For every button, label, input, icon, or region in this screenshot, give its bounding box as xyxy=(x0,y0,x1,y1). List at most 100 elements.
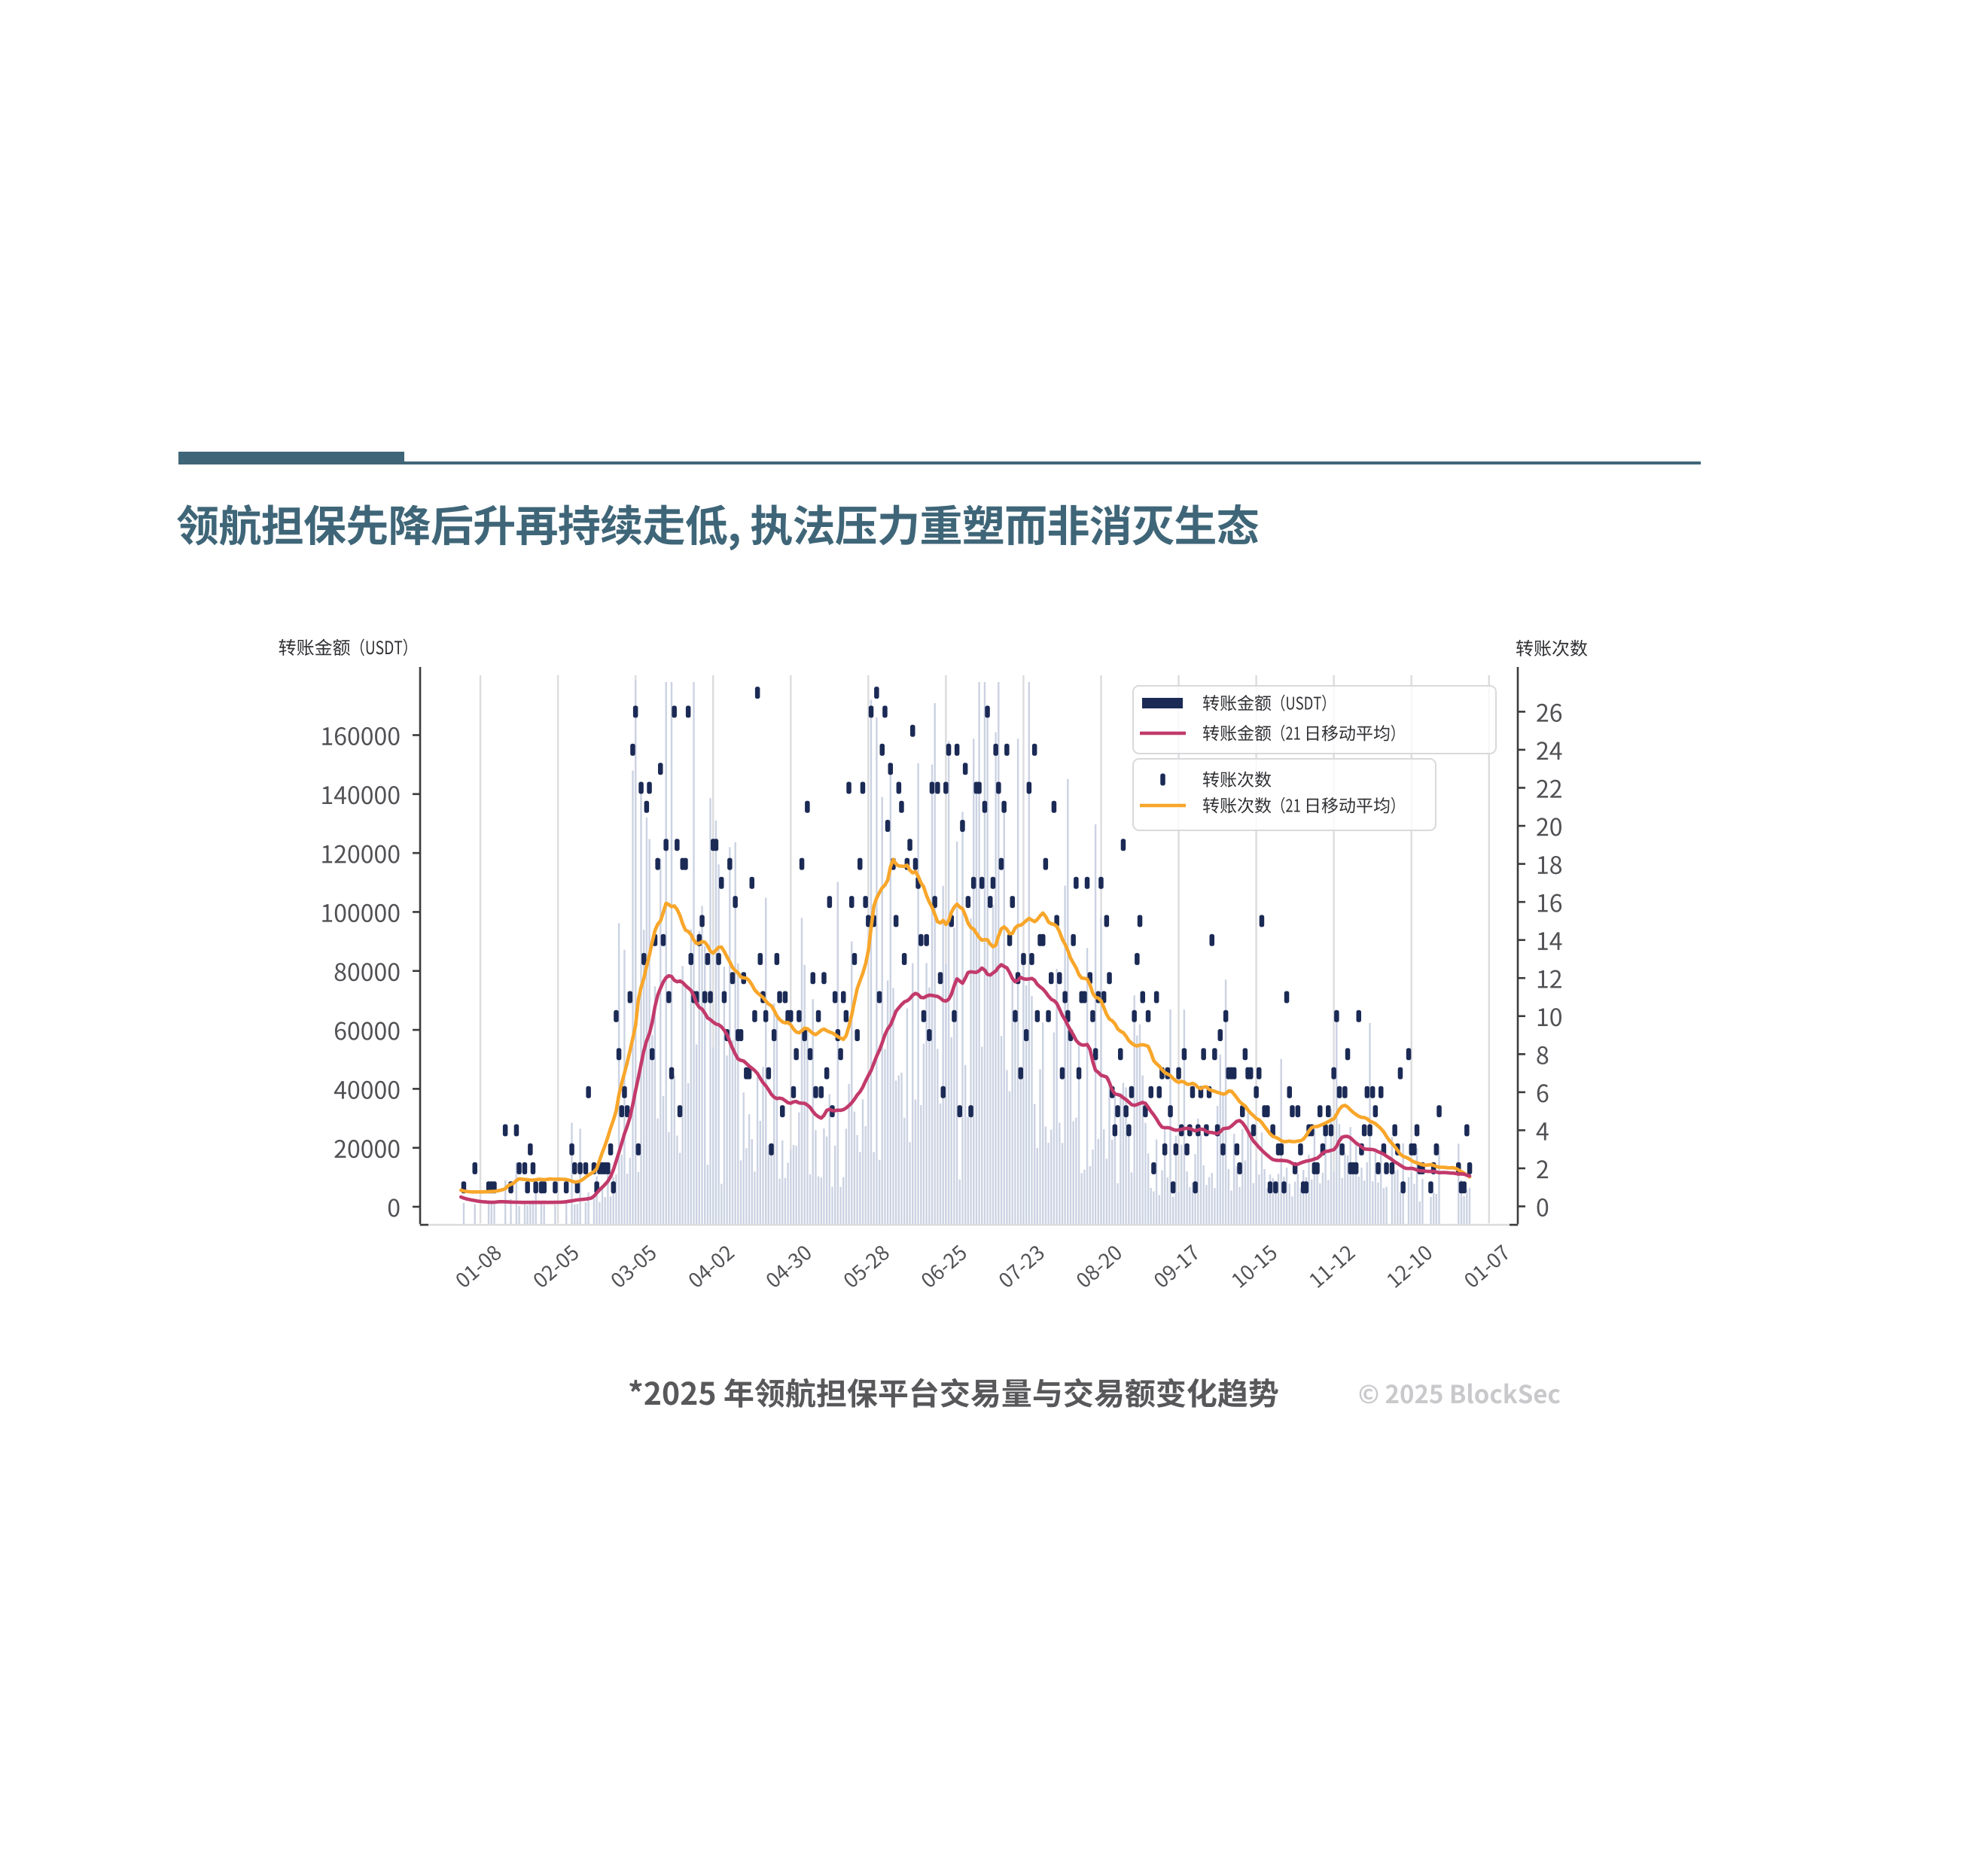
count-marker xyxy=(998,857,1004,870)
glyph xyxy=(361,1022,373,1040)
bar xyxy=(1413,1183,1415,1225)
glyph xyxy=(1132,506,1174,546)
bar xyxy=(620,1154,623,1225)
glyph xyxy=(970,1379,999,1408)
glyph xyxy=(1516,639,1534,656)
glyph xyxy=(940,1378,970,1408)
count-marker xyxy=(821,972,827,985)
count-marker xyxy=(1007,933,1013,946)
glyph xyxy=(1537,1198,1549,1217)
bar xyxy=(1036,1148,1038,1225)
count-marker xyxy=(794,1048,799,1061)
bar xyxy=(1075,1117,1077,1225)
y-tick-label xyxy=(1537,742,1562,760)
glyph xyxy=(1550,1008,1561,1027)
x-tick-label xyxy=(687,1244,736,1289)
bar xyxy=(836,882,839,1225)
glyph xyxy=(1550,970,1561,988)
count-marker xyxy=(1084,876,1090,889)
bar xyxy=(690,929,692,1225)
bar xyxy=(1288,1183,1290,1225)
y-tick-label xyxy=(1537,894,1562,912)
bar xyxy=(493,1202,495,1225)
legend-swatch-count-marker xyxy=(1160,773,1165,786)
bar xyxy=(1263,1169,1266,1225)
glyph xyxy=(751,504,792,546)
glyph xyxy=(1570,639,1588,656)
bar xyxy=(1077,1042,1080,1225)
bar xyxy=(1161,1170,1163,1225)
bar xyxy=(787,1162,789,1225)
count-marker xyxy=(1018,1067,1023,1080)
count-marker xyxy=(1295,1105,1301,1118)
bar xyxy=(695,1044,698,1225)
count-marker xyxy=(641,952,647,965)
count-marker xyxy=(614,1010,619,1022)
bar xyxy=(1336,1015,1338,1225)
count-marker xyxy=(899,800,904,813)
bar xyxy=(1354,1142,1357,1225)
bar xyxy=(704,946,706,1225)
bar xyxy=(876,717,878,1225)
bar xyxy=(759,1120,761,1225)
bar xyxy=(1466,1189,1468,1225)
bar xyxy=(1463,1195,1465,1225)
bar xyxy=(1108,1077,1110,1225)
bar xyxy=(1305,1177,1308,1225)
bar xyxy=(1172,1196,1174,1225)
bar xyxy=(1275,1186,1277,1225)
glyph xyxy=(532,1271,550,1289)
bar xyxy=(961,812,964,1225)
glyph xyxy=(685,504,727,546)
glyph xyxy=(485,1244,503,1262)
glyph xyxy=(873,1244,891,1262)
count-marker xyxy=(746,1067,752,1080)
bar xyxy=(1313,1128,1316,1225)
glyph xyxy=(388,845,400,863)
bar xyxy=(751,1139,753,1225)
glyph xyxy=(554,1265,560,1271)
bar xyxy=(809,1174,812,1225)
section-divider-rule xyxy=(178,452,1701,464)
glyph xyxy=(772,1263,791,1282)
bar xyxy=(1380,1149,1382,1225)
glyph xyxy=(1156,1378,1186,1408)
count-marker xyxy=(791,1086,797,1098)
bar xyxy=(1042,1022,1044,1225)
count-marker xyxy=(863,896,868,909)
count-marker xyxy=(924,933,929,946)
bar xyxy=(726,1055,728,1225)
glyph xyxy=(322,904,333,922)
count-marker xyxy=(1112,1124,1118,1137)
count-marker xyxy=(868,705,874,718)
count-marker xyxy=(932,896,937,909)
glyph xyxy=(1552,639,1570,657)
bar xyxy=(894,1080,897,1225)
bar xyxy=(1460,1180,1463,1225)
count-marker xyxy=(1397,1067,1403,1080)
glyph xyxy=(1090,504,1131,546)
count-marker xyxy=(650,1048,655,1061)
glyph xyxy=(879,504,917,546)
y-tick-label xyxy=(1537,932,1562,950)
bar xyxy=(892,988,894,1225)
count-marker xyxy=(1267,1181,1273,1194)
bar xyxy=(1147,1153,1150,1225)
glyph xyxy=(695,1263,713,1282)
bar xyxy=(653,986,657,1225)
bar xyxy=(737,963,739,1225)
bar xyxy=(798,1112,800,1225)
bar xyxy=(825,1136,828,1225)
bar xyxy=(1044,1126,1047,1225)
glyph xyxy=(879,1380,908,1408)
bar xyxy=(1247,1113,1249,1225)
count-marker xyxy=(946,743,952,756)
glyph xyxy=(794,504,834,546)
glyph xyxy=(477,1265,483,1271)
glyph xyxy=(348,1022,360,1040)
bar xyxy=(1117,1183,1119,1225)
bar xyxy=(645,818,648,1225)
bar xyxy=(1468,1187,1471,1225)
glyph xyxy=(1394,1263,1412,1281)
